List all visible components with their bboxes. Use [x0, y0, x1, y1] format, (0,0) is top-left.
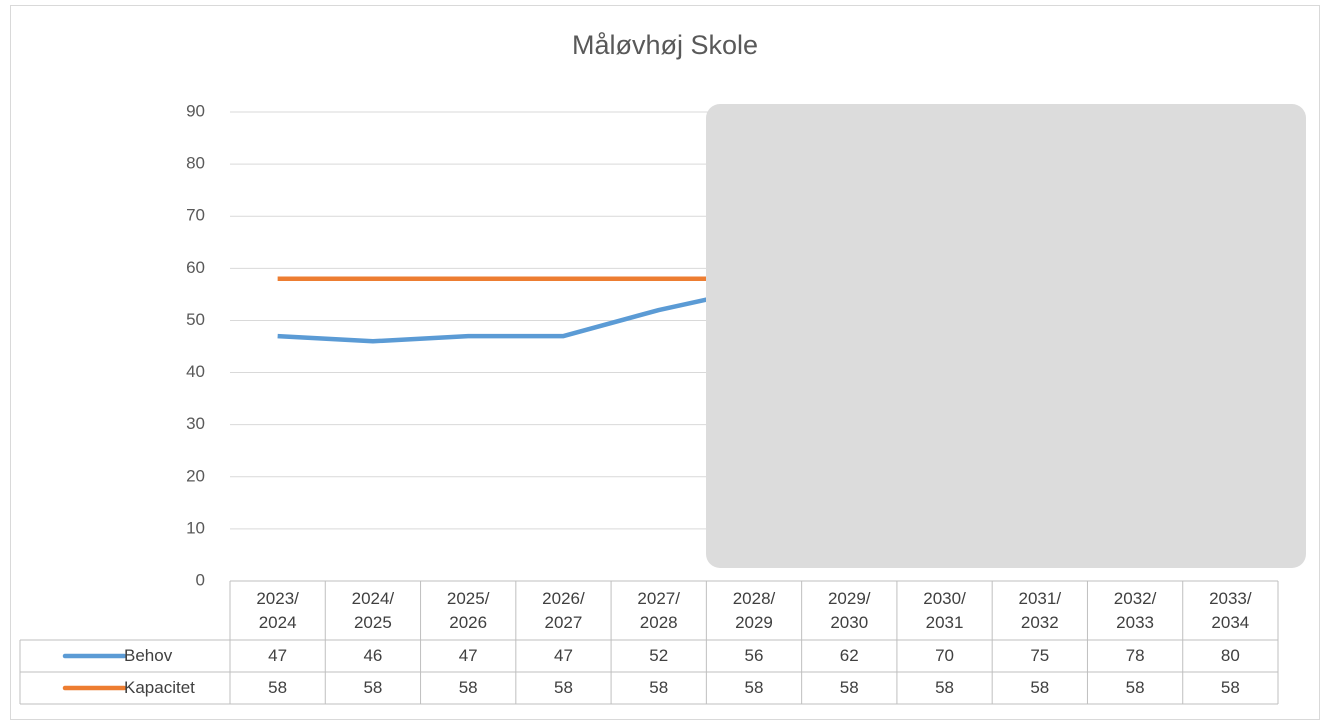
- x-tick-label: 2028/2029: [706, 581, 801, 640]
- x-tick-label-text: 2029/2030: [827, 588, 871, 632]
- data-label: 58: [802, 672, 897, 704]
- data-label: 58: [421, 672, 516, 704]
- data-label-text: 58: [649, 678, 669, 697]
- x-tick-label: 2033/2034: [1183, 581, 1278, 640]
- data-label: 47: [230, 640, 325, 672]
- data-label: 56: [706, 640, 801, 672]
- x-tick-label-text: 2023/2024: [256, 588, 299, 632]
- x-tick-label-text: 2032/2033: [1113, 588, 1157, 632]
- x-tick-label-text: 2030/2031: [923, 588, 966, 632]
- data-label-text: 47: [458, 646, 478, 665]
- data-label: 58: [897, 672, 992, 704]
- y-tick-label: 60: [186, 258, 205, 277]
- data-label: 78: [1087, 640, 1182, 672]
- data-label: 58: [516, 672, 611, 704]
- x-tick-label: 2030/2031: [897, 581, 992, 640]
- x-tick-label-text: 2026/2027: [542, 588, 585, 632]
- data-label-text: 70: [935, 646, 954, 665]
- data-label-text: 75: [1030, 646, 1050, 665]
- data-label: 58: [706, 672, 801, 704]
- data-label: 58: [325, 672, 420, 704]
- data-label-text: 58: [1125, 678, 1145, 697]
- data-label: 70: [897, 640, 992, 672]
- data-table: [19, 580, 1279, 705]
- y-tick-label: 30: [186, 414, 205, 433]
- data-label: 80: [1183, 640, 1278, 672]
- legend-label-text: Kapacitet: [124, 678, 195, 697]
- redaction-box: [706, 104, 1306, 568]
- data-label: 62: [802, 640, 897, 672]
- legend-label: Kapacitet: [124, 672, 230, 704]
- y-tick-label: 50: [186, 310, 205, 329]
- x-tick-label: 2024/2025: [325, 581, 420, 640]
- x-tick-label-text: 2027/2028: [637, 588, 680, 632]
- x-tick-label: 2029/2030: [802, 581, 897, 640]
- x-tick-label-text: 2025/2026: [446, 588, 490, 632]
- data-label-text: 58: [458, 678, 478, 697]
- legend-label-text: Behov: [124, 646, 173, 665]
- data-label: 46: [325, 640, 420, 672]
- data-label-text: 78: [1125, 646, 1145, 665]
- data-label: 58: [230, 672, 325, 704]
- data-label: 47: [421, 640, 516, 672]
- data-label-text: 46: [363, 646, 383, 665]
- data-label-text: 58: [363, 678, 383, 697]
- data-label: 75: [992, 640, 1087, 672]
- data-label-text: 56: [744, 646, 764, 665]
- y-tick-label: 20: [186, 466, 205, 485]
- y-tick-label: 40: [186, 362, 205, 381]
- chart-title: Måløvhøj Skole: [572, 30, 758, 60]
- x-tick-label: 2025/2026: [421, 581, 516, 640]
- data-label-text: 58: [1220, 678, 1240, 697]
- x-tick-label: 2026/2027: [516, 581, 611, 640]
- x-tick-label: 2031/2032: [992, 581, 1087, 640]
- data-label-text: 58: [268, 678, 288, 697]
- y-tick-label: 0: [196, 570, 205, 589]
- data-label: 47: [516, 640, 611, 672]
- data-label-text: 47: [268, 646, 288, 665]
- data-label-text: 58: [553, 678, 573, 697]
- data-label-text: 80: [1220, 646, 1240, 665]
- y-tick-label: 80: [186, 154, 205, 173]
- y-tick-label: 70: [186, 206, 205, 225]
- x-tick-label-text: 2028/2029: [732, 588, 776, 632]
- y-tick-label: 10: [186, 518, 205, 537]
- data-label-text: 58: [935, 678, 954, 697]
- data-label: 58: [1183, 672, 1278, 704]
- data-label: 52: [611, 640, 706, 672]
- data-label: 58: [1087, 672, 1182, 704]
- x-tick-label: 2032/2033: [1087, 581, 1182, 640]
- data-label-text: 58: [744, 678, 764, 697]
- data-label-text: 62: [839, 646, 859, 665]
- data-label: 58: [992, 672, 1087, 704]
- y-tick-label: 90: [186, 101, 205, 120]
- data-label-text: 47: [553, 646, 573, 665]
- data-label-text: 58: [839, 678, 859, 697]
- x-tick-label: 2027/2028: [611, 581, 706, 640]
- data-label-text: 58: [1030, 678, 1050, 697]
- x-tick-label: 2023/2024: [230, 581, 325, 640]
- legend-label: Behov: [124, 640, 230, 672]
- x-tick-label-text: 2031/2032: [1018, 588, 1062, 632]
- x-tick-label-text: 2024/2025: [351, 588, 395, 632]
- x-tick-label-text: 2033/2034: [1209, 588, 1252, 632]
- data-label: 58: [611, 672, 706, 704]
- data-label-text: 52: [649, 646, 669, 665]
